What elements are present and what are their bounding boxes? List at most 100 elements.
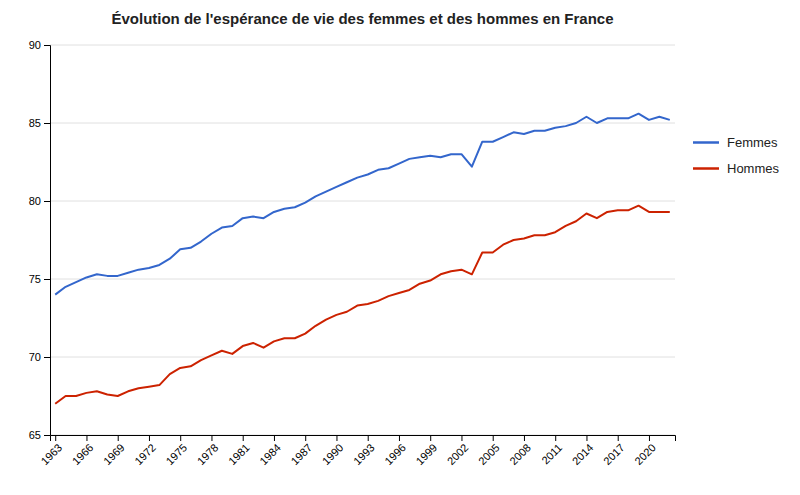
y-tick: 90 [29, 39, 50, 51]
grid-line [50, 45, 675, 46]
x-tick: 1969 [101, 435, 127, 467]
x-tick-mark [461, 435, 462, 441]
x-tick-mark [649, 435, 650, 441]
y-tick-mark [44, 123, 50, 124]
x-tick-mark [586, 435, 587, 441]
x-tick: 1993 [351, 435, 377, 467]
y-tick-mark [44, 435, 50, 436]
title: Évolution de l'espérance de vie des femm… [111, 10, 613, 27]
x-tick-mark [399, 435, 400, 441]
series-line [55, 114, 670, 295]
x-tick: 1966 [70, 435, 96, 467]
legend-swatch [693, 167, 719, 170]
grid-line [50, 357, 675, 358]
x-tick-label: 1963 [38, 441, 64, 467]
x-tick-label: 2008 [507, 441, 533, 467]
x-tick-mark [55, 435, 56, 441]
plot: 1963196619691972197519781981198419871990… [29, 39, 676, 467]
x-tick-mark [618, 435, 619, 441]
y-tick-mark [44, 201, 50, 202]
x-axis-line [51, 436, 676, 442]
x-tick-label: 1987 [288, 441, 314, 467]
x-tick-mark [555, 435, 556, 441]
legend-label: Femmes [727, 135, 778, 150]
x-tick-label: 2011 [539, 441, 564, 466]
grid-line [50, 123, 675, 124]
x-tick-mark [180, 435, 181, 441]
x-tick-label: 2005 [476, 441, 502, 467]
x-tick-label: 1984 [257, 441, 283, 467]
y-tick-label: 90 [29, 39, 41, 51]
legend-label: Hommes [727, 161, 780, 176]
x-tick-label: 1966 [70, 441, 96, 467]
x-tick: 2005 [476, 435, 502, 467]
legend-item: Hommes [693, 161, 780, 176]
x-tick-label: 1993 [351, 441, 377, 467]
x-tick: 1975 [163, 435, 189, 467]
chart: 1963196619691972197519781981198419871990… [0, 0, 800, 495]
x-tick-label: 2002 [445, 441, 471, 467]
grid-line [50, 201, 675, 202]
x-tick-mark [211, 435, 212, 441]
x-tick: 1981 [226, 435, 252, 467]
x-tick-mark [243, 435, 244, 441]
x-tick-label: 1975 [163, 441, 189, 467]
y-tick: 80 [29, 195, 50, 207]
x-tick-mark [118, 435, 119, 441]
legend-item: Femmes [693, 135, 778, 150]
y-tick: 70 [29, 351, 50, 363]
y-tick-label: 65 [29, 429, 41, 441]
y-tick-label: 70 [29, 351, 41, 363]
x-tick-label: 1981 [226, 441, 252, 467]
legend-swatch [693, 141, 719, 144]
x-tick-label: 1990 [320, 441, 346, 467]
x-tick: 1984 [257, 435, 283, 467]
y-tick-label: 80 [29, 195, 41, 207]
x-tick-label: 2020 [632, 441, 658, 467]
y-tick: 65 [29, 429, 50, 441]
x-tick-label: 2017 [601, 441, 627, 467]
x-tick-label: 1972 [132, 441, 158, 467]
lines [55, 114, 670, 404]
background [0, 0, 800, 495]
x-tick-mark [430, 435, 431, 441]
y-tick-mark [44, 45, 50, 46]
y-tick-mark [44, 279, 50, 280]
x-tick: 1978 [195, 435, 221, 467]
grid-line [50, 279, 675, 280]
legend: Femmes Hommes [693, 135, 780, 176]
y-axis: 65 70 75 80 85 90 [29, 39, 51, 441]
grid [50, 45, 675, 435]
x-tick: 1963 [38, 435, 64, 467]
y-tick-label: 85 [29, 117, 41, 129]
x-tick: 2020 [632, 435, 658, 467]
x-tick-mark [336, 435, 337, 441]
x-tick-mark [305, 435, 306, 441]
x-tick: 2014 [570, 435, 596, 467]
series-line [55, 206, 670, 404]
x-tick-mark [368, 435, 369, 441]
x-tick: 1996 [382, 435, 408, 467]
x-tick-label: 1969 [101, 441, 127, 467]
y-tick-mark [44, 357, 50, 358]
y-axis-line [44, 46, 51, 436]
y-tick: 75 [29, 273, 50, 285]
x-tick-label: 2014 [570, 441, 596, 467]
x-tick: 1990 [320, 435, 346, 467]
x-tick: 2011 [539, 435, 564, 467]
x-tick: 2017 [601, 435, 627, 467]
x-tick-label: 1996 [382, 441, 408, 467]
x-axis: 1963196619691972197519781981198419871990… [38, 435, 675, 467]
x-tick-mark [149, 435, 150, 441]
y-tick-label: 75 [29, 273, 41, 285]
x-tick-mark [524, 435, 525, 441]
x-tick: 2008 [507, 435, 533, 467]
x-tick: 2002 [445, 435, 471, 467]
x-tick-mark [493, 435, 494, 441]
x-tick-mark [86, 435, 87, 441]
x-tick: 1999 [413, 435, 439, 467]
x-tick-label: 1999 [413, 441, 439, 467]
x-tick: 1972 [132, 435, 158, 467]
x-tick-mark [274, 435, 275, 441]
x-tick-label: 1978 [195, 441, 221, 467]
